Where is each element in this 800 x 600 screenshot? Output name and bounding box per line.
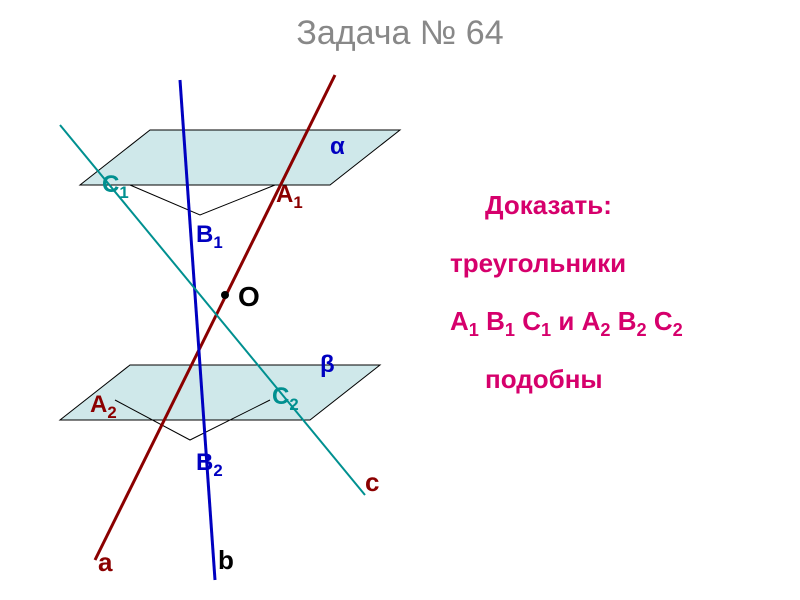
proof-line1: треугольники (450, 248, 626, 279)
label-B1: В1 (196, 221, 223, 252)
point-O (221, 291, 229, 299)
label-a: a (98, 547, 113, 577)
label-B2: В2 (196, 449, 223, 480)
label-O: О (238, 281, 260, 312)
l2-s5: 2 (637, 320, 647, 340)
l2-s4: 2 (600, 320, 610, 340)
l2-s2: 1 (505, 320, 515, 340)
l2-b2: В (611, 306, 637, 336)
l2-a1: А (450, 306, 469, 336)
l2-c2: С (647, 306, 673, 336)
l2-s3: 1 (541, 320, 551, 340)
l2-c1: С (515, 306, 541, 336)
label-b: b (218, 545, 234, 575)
label-c: c (365, 467, 379, 497)
l2-and: и А (551, 306, 600, 336)
l2-s1: 1 (469, 320, 479, 340)
proof-line2: А1 В1 С1 и А2 В2 С2 (450, 306, 683, 341)
label-beta: β (320, 351, 335, 378)
proof-heading: Доказать: (485, 190, 612, 221)
label-A1: А1 (276, 181, 303, 212)
l2-b1: В (479, 306, 505, 336)
l2-s6: 2 (673, 320, 683, 340)
proof-line3: подобны (485, 364, 603, 395)
geometry-diagram: αβОА1В1С1А2В2С2abc (0, 0, 800, 600)
plane-alpha (80, 130, 400, 185)
label-alpha: α (330, 133, 345, 160)
triangle-a1b1c1 (130, 185, 275, 215)
